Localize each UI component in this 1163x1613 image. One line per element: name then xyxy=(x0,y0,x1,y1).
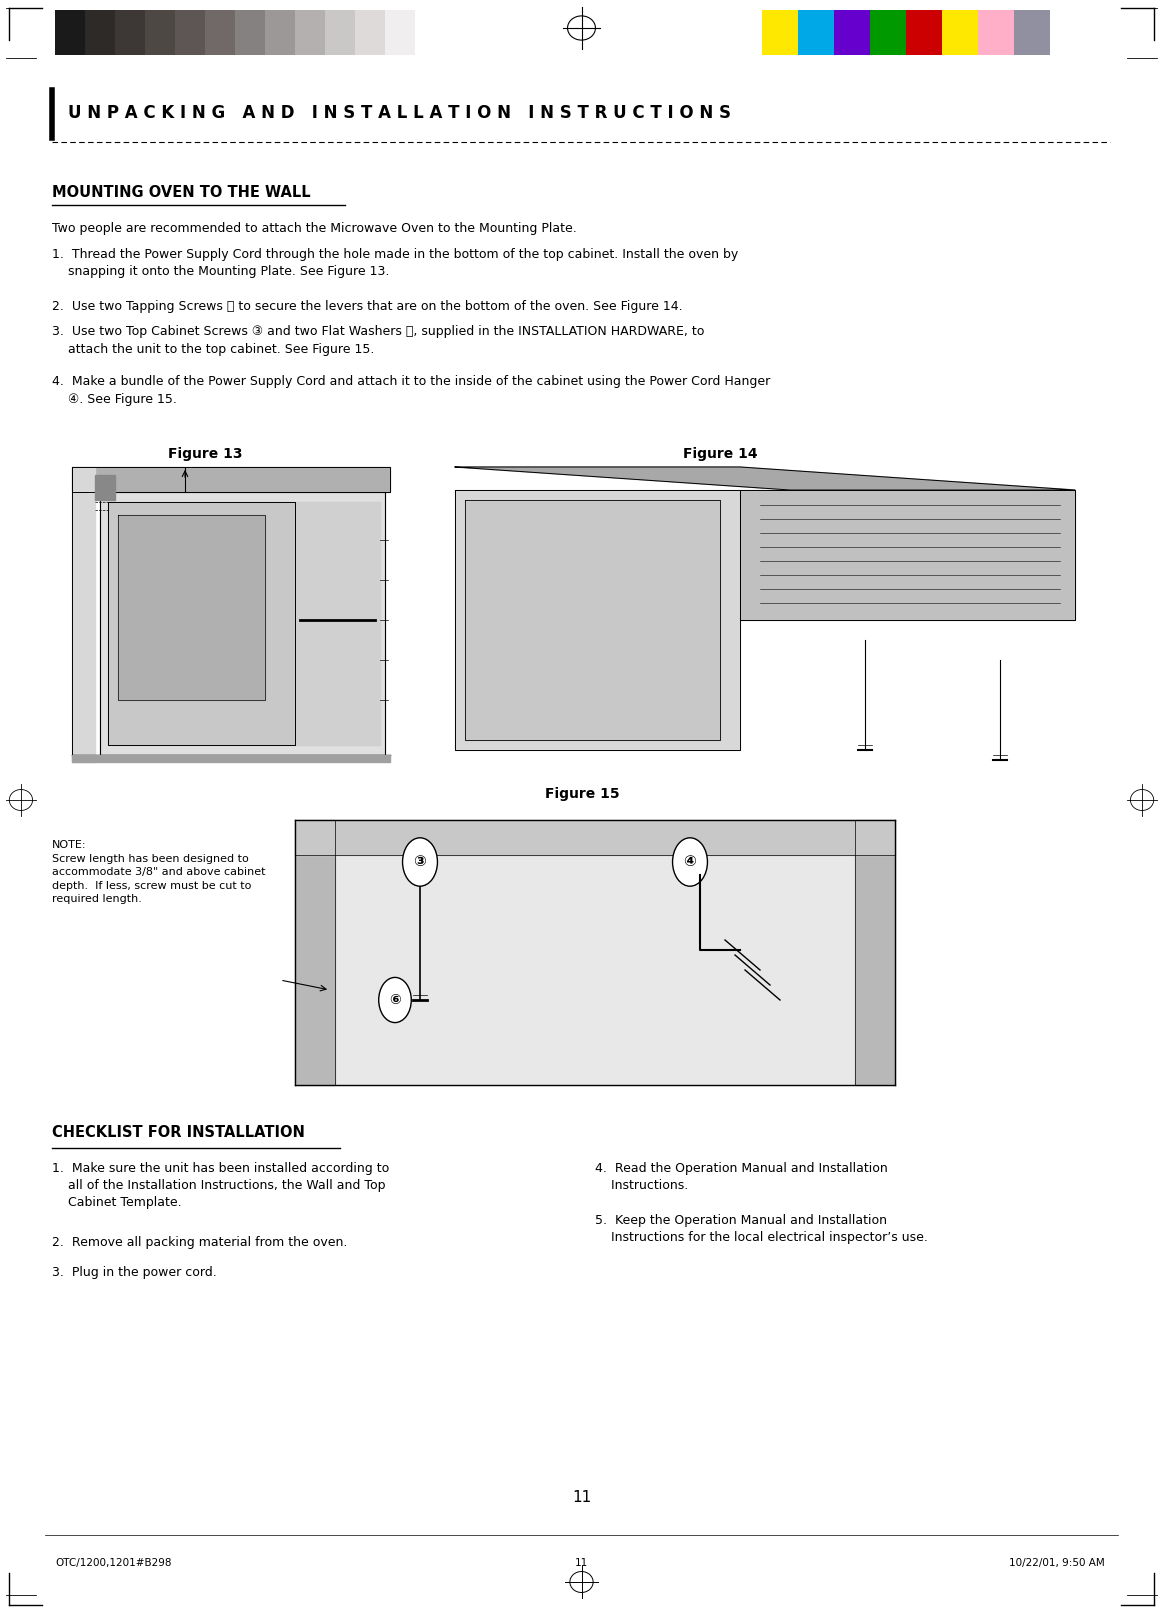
Polygon shape xyxy=(455,468,1075,490)
Text: 4.  Read the Operation Manual and Installation
    Instructions.: 4. Read the Operation Manual and Install… xyxy=(595,1161,887,1192)
Circle shape xyxy=(402,837,437,886)
Polygon shape xyxy=(295,819,896,1086)
Bar xyxy=(978,10,1014,55)
Text: MOUNTING OVEN TO THE WALL: MOUNTING OVEN TO THE WALL xyxy=(52,185,311,200)
Text: Figure 13: Figure 13 xyxy=(167,447,242,461)
Circle shape xyxy=(672,837,707,886)
Circle shape xyxy=(379,977,412,1023)
Bar xyxy=(295,10,324,55)
Text: 11: 11 xyxy=(572,1490,591,1505)
Bar xyxy=(85,10,115,55)
Bar xyxy=(174,10,205,55)
Polygon shape xyxy=(72,755,390,761)
Bar xyxy=(235,10,265,55)
Text: U N P A C K I N G   A N D   I N S T A L L A T I O N   I N S T R U C T I O N S: U N P A C K I N G A N D I N S T A L L A … xyxy=(67,103,732,123)
Bar xyxy=(906,10,942,55)
Text: ⑥: ⑥ xyxy=(390,994,401,1007)
Polygon shape xyxy=(465,500,720,740)
Text: 3.  Plug in the power cord.: 3. Plug in the power cord. xyxy=(52,1266,216,1279)
Text: 11: 11 xyxy=(575,1558,588,1568)
Text: 10/22/01, 9:50 AM: 10/22/01, 9:50 AM xyxy=(1009,1558,1105,1568)
Bar xyxy=(385,10,415,55)
Polygon shape xyxy=(72,468,95,761)
Text: 2.  Remove all packing material from the oven.: 2. Remove all packing material from the … xyxy=(52,1236,348,1248)
Text: 1.  Make sure the unit has been installed according to
    all of the Installati: 1. Make sure the unit has been installed… xyxy=(52,1161,390,1210)
Bar xyxy=(115,10,145,55)
Text: 3.  Use two Top Cabinet Screws ③ and two Flat Washers ⓥ, supplied in the INSTALL: 3. Use two Top Cabinet Screws ③ and two … xyxy=(52,324,705,355)
Bar xyxy=(942,10,978,55)
Polygon shape xyxy=(72,468,390,492)
Bar xyxy=(1014,10,1050,55)
Polygon shape xyxy=(295,502,380,745)
Polygon shape xyxy=(108,502,295,745)
Polygon shape xyxy=(295,819,335,1086)
Text: ③: ③ xyxy=(414,855,427,869)
Bar xyxy=(265,10,295,55)
Bar xyxy=(145,10,174,55)
Polygon shape xyxy=(117,515,265,700)
Bar xyxy=(355,10,385,55)
Polygon shape xyxy=(335,855,855,1086)
Text: OTC/1200,1201#B298: OTC/1200,1201#B298 xyxy=(55,1558,171,1568)
Bar xyxy=(55,10,85,55)
Text: 5.  Keep the Operation Manual and Installation
    Instructions for the local el: 5. Keep the Operation Manual and Install… xyxy=(595,1215,928,1244)
Text: Figure 14: Figure 14 xyxy=(683,447,757,461)
Text: ④: ④ xyxy=(684,855,697,869)
Bar xyxy=(870,10,906,55)
Text: Two people are recommended to attach the Microwave Oven to the Mounting Plate.: Two people are recommended to attach the… xyxy=(52,223,577,235)
Polygon shape xyxy=(100,492,385,755)
Polygon shape xyxy=(740,490,1075,619)
Polygon shape xyxy=(455,490,740,750)
Text: 2.  Use two Tapping Screws ⓤ to secure the levers that are on the bottom of the : 2. Use two Tapping Screws ⓤ to secure th… xyxy=(52,300,683,313)
Polygon shape xyxy=(855,819,896,1086)
Bar xyxy=(834,10,870,55)
Bar xyxy=(798,10,834,55)
Bar xyxy=(324,10,355,55)
Text: CHECKLIST FOR INSTALLATION: CHECKLIST FOR INSTALLATION xyxy=(52,1124,305,1140)
Polygon shape xyxy=(295,819,896,855)
Text: Figure 15: Figure 15 xyxy=(544,787,620,802)
Text: NOTE:
Screw length has been designed to
accommodate 3/8" and above cabinet
depth: NOTE: Screw length has been designed to … xyxy=(52,840,265,905)
Bar xyxy=(762,10,798,55)
Text: 1.  Thread the Power Supply Cord through the hole made in the bottom of the top : 1. Thread the Power Supply Cord through … xyxy=(52,248,739,279)
Text: 4.  Make a bundle of the Power Supply Cord and attach it to the inside of the ca: 4. Make a bundle of the Power Supply Cor… xyxy=(52,374,770,405)
Bar xyxy=(205,10,235,55)
Polygon shape xyxy=(95,474,115,500)
